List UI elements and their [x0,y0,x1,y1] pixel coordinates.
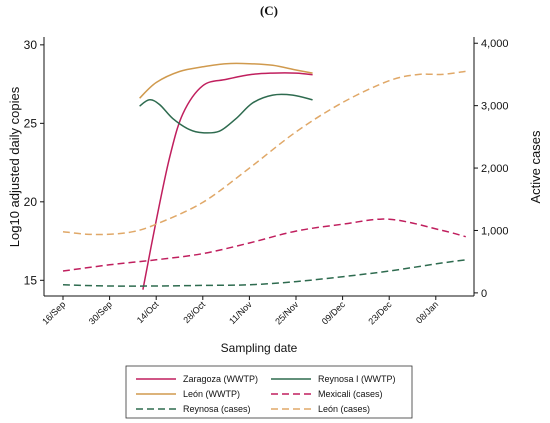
y-tick-label-left: 20 [24,195,38,209]
x-tick-label: 08/Jan [414,299,440,325]
y-axis-title-left: Log10 adjusted daily copies [7,86,22,247]
axes [43,37,475,297]
series-line [62,259,466,287]
series-line [139,93,313,134]
x-axis-title: Sampling date [221,341,298,355]
y-tick-label-right: 3,000 [481,101,509,113]
y-tick-label-left: 30 [24,38,38,52]
series-group [62,62,466,290]
x-tick-label: 28/Oct [181,299,207,325]
x-tick-label: 23/Dec [366,299,394,327]
x-tick-label: 30/Sep [87,299,114,326]
x-tick-label: 09/Dec [320,299,348,327]
y-axis-title-right: Active cases [528,130,543,203]
series-line [139,62,313,99]
x-tick-label: 14/Oct [135,299,161,325]
legend-label: Zaragoza (WWTP) [183,374,258,384]
legend-label: Reynosa I (WWTP) [318,374,396,384]
legend: Zaragoza (WWTP) Reynosa I (WWTP) León (WWT… [125,365,413,419]
y-tick-label-left: 15 [24,273,38,287]
x-tick-label: 16/Sep [40,299,67,326]
series-line [62,70,466,236]
legend-label: León (cases) [318,404,370,414]
series-line [142,72,313,290]
right-ticks: 0 1,000 2,000 3,000 4,000 [474,38,509,300]
y-tick-label-right: 0 [481,288,487,300]
panel-label: (C) [260,3,278,18]
legend-label: León (WWTP) [183,389,240,399]
series-line [62,218,466,272]
y-tick-label-right: 2,000 [481,163,509,175]
y-tick-label-right: 1,000 [481,225,509,237]
y-tick-label-left: 25 [24,116,38,130]
left-ticks: 15 20 25 30 [24,38,44,287]
x-tick-label: 11/Nov [227,299,254,326]
legend-label: Mexicali (cases) [318,389,383,399]
x-ticks: 16/Sep 30/Sep 14/Oct 28/Oct 11/Nov 25/Nov 09/D… [40,296,440,327]
y-tick-label-right: 4,000 [481,38,509,50]
x-tick-label: 25/Nov [273,299,301,327]
legend-label: Reynosa (cases) [183,404,251,414]
